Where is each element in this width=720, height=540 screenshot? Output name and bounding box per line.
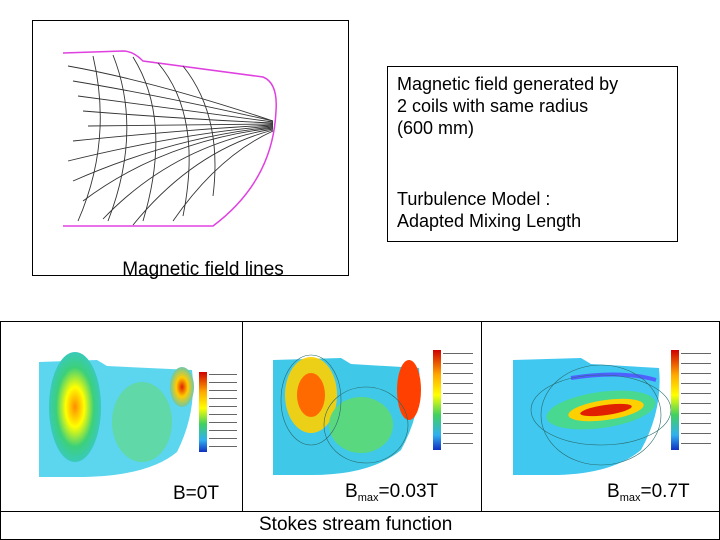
description-line: (600 mm) bbox=[397, 118, 475, 138]
label-sub: max bbox=[357, 492, 379, 504]
turbulence-line: Turbulence Model : bbox=[397, 189, 551, 209]
label-text: B bbox=[607, 481, 620, 502]
stream-function-panel: B=0T Bmax=0.03T Bmax=0.7T Stokes stream … bbox=[0, 321, 720, 540]
turbulence-text: Turbulence Model : Adapted Mixing Length bbox=[397, 188, 581, 232]
stream-function-caption: Stokes stream function bbox=[259, 514, 453, 535]
contour-plot-b003 bbox=[273, 350, 473, 475]
color-legend bbox=[671, 350, 679, 450]
label-text: B=0T bbox=[173, 483, 219, 504]
description-line: 2 coils with same radius bbox=[397, 96, 589, 116]
divider bbox=[1, 511, 719, 512]
field-lines-plot bbox=[62, 50, 277, 227]
label-text: =0.03T bbox=[378, 481, 439, 502]
legend-ticks bbox=[209, 374, 237, 447]
turbulence-line: Adapted Mixing Length bbox=[397, 211, 582, 231]
divider bbox=[242, 322, 243, 511]
panel-label-b0: B=0T bbox=[173, 483, 219, 505]
color-legend bbox=[433, 350, 441, 450]
contour-plot-b0 bbox=[39, 352, 237, 477]
magnetic-field-figure: Magnetic field lines bbox=[32, 20, 349, 280]
panel-label-b07: Bmax=0.7T bbox=[607, 481, 690, 504]
description-box: Magnetic field generated by 2 coils with… bbox=[387, 66, 678, 242]
field-lines bbox=[67, 54, 274, 226]
label-text: B bbox=[345, 481, 358, 502]
description-line: Magnetic field generated by bbox=[397, 74, 619, 94]
contour-plot-b07 bbox=[513, 350, 711, 475]
divider bbox=[481, 322, 482, 511]
crucible-outline bbox=[62, 50, 277, 227]
label-sub: max bbox=[619, 492, 641, 504]
panel-label-b003: Bmax=0.03T bbox=[345, 481, 438, 504]
color-legend bbox=[199, 372, 207, 452]
label-text: =0.7T bbox=[640, 481, 690, 502]
field-lines-caption: Magnetic field lines bbox=[122, 259, 284, 280]
